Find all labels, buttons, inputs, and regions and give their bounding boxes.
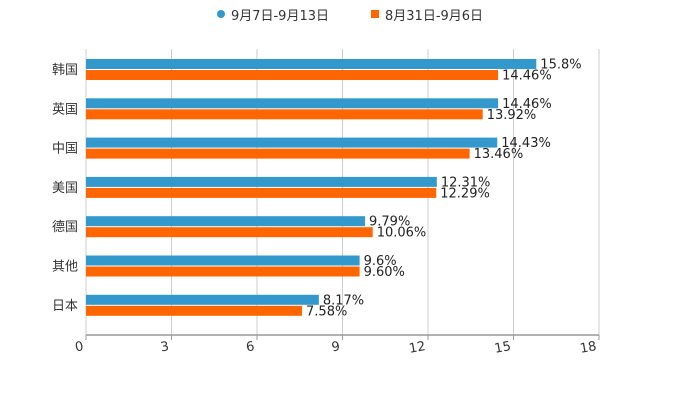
bar[interactable] xyxy=(86,137,498,148)
legend-marker-square-icon xyxy=(371,10,379,18)
category-label: 日本 xyxy=(52,299,78,314)
value-label: 14.46% xyxy=(502,69,552,84)
legend-item-series-a[interactable]: 9月7日-9月13日 xyxy=(216,4,329,24)
value-label: 8.17% xyxy=(323,293,364,308)
x-tick-label: 12 xyxy=(408,339,427,357)
value-label: 7.58% xyxy=(306,304,347,319)
x-tick-label: 18 xyxy=(579,339,598,357)
bar[interactable] xyxy=(86,148,470,159)
bar[interactable] xyxy=(86,187,437,198)
value-label: 10.06% xyxy=(377,226,427,241)
category-label: 其他 xyxy=(52,260,78,275)
bar[interactable] xyxy=(86,216,366,227)
category-label: 英国 xyxy=(52,102,78,117)
value-label: 9.79% xyxy=(369,215,410,230)
chart-legend: 9月7日-9月13日 8月31日-9月6日 xyxy=(0,4,700,24)
bar[interactable] xyxy=(86,266,360,277)
legend-label-series-b: 8月31日-9月6日 xyxy=(385,8,484,24)
x-tick-label: 6 xyxy=(245,339,256,355)
value-label: 14.46% xyxy=(502,97,552,112)
value-label: 13.46% xyxy=(474,147,524,162)
bar[interactable] xyxy=(86,70,499,80)
value-labels: 15.8%14.46%14.46%13.92%14.43%13.46%12.31… xyxy=(306,58,582,320)
value-label: 9.6% xyxy=(364,254,397,269)
value-label: 15.8% xyxy=(540,58,581,73)
category-label: 韩国 xyxy=(52,63,78,78)
x-axis: 0 3 6 9 12 15 18 xyxy=(74,334,600,357)
legend-marker-circle-icon xyxy=(216,10,225,18)
bar[interactable] xyxy=(86,227,373,238)
value-label: 9.60% xyxy=(364,265,405,280)
value-label: 13.92% xyxy=(487,108,537,123)
value-label: 14.43% xyxy=(501,136,551,151)
category-label: 德国 xyxy=(52,220,78,235)
legend-label-series-a: 9月7日-9月13日 xyxy=(230,8,329,24)
x-tick-label: 9 xyxy=(330,339,341,355)
bars xyxy=(86,59,537,316)
bar[interactable] xyxy=(86,305,303,316)
bar[interactable] xyxy=(86,294,319,305)
x-tick-label: 15 xyxy=(493,339,512,357)
bar[interactable] xyxy=(86,176,437,187)
legend-item-series-b[interactable]: 8月31日-9月6日 xyxy=(371,4,483,24)
category-label: 中国 xyxy=(52,142,78,157)
bar[interactable] xyxy=(86,255,360,266)
bar[interactable] xyxy=(86,59,537,69)
bar[interactable] xyxy=(86,109,483,120)
value-label: 12.31% xyxy=(441,175,491,190)
x-tick-label: 0 xyxy=(74,339,85,355)
bar[interactable] xyxy=(86,98,499,109)
value-label: 12.29% xyxy=(440,186,490,201)
category-label: 美国 xyxy=(52,181,78,196)
x-tick-label: 3 xyxy=(159,339,170,355)
